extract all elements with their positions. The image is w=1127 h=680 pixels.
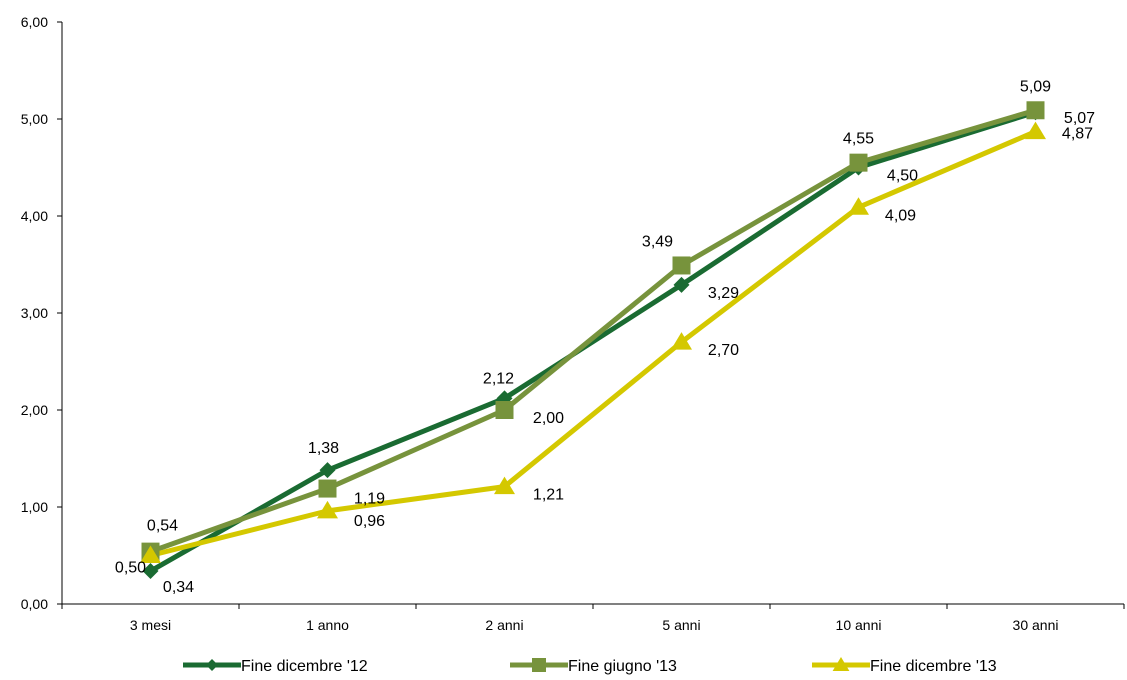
series-markers <box>140 101 1046 580</box>
data-label: 4,50 <box>887 168 918 185</box>
data-point-marker <box>849 153 868 172</box>
data-label: 3,29 <box>708 285 739 302</box>
data-label: 4,55 <box>843 131 874 148</box>
data-point-marker <box>1025 121 1046 140</box>
data-point-marker <box>672 256 691 275</box>
legend-marker <box>532 658 546 672</box>
y-tick-label: 1,00 <box>21 499 48 515</box>
data-label: 0,34 <box>163 579 194 596</box>
legend-label: Fine dicembre '13 <box>870 658 997 675</box>
x-tick-label: 1 anno <box>306 617 349 633</box>
y-tick-labels: 0,00 1,00 2,00 3,00 4,00 5,00 6,00 <box>21 14 48 612</box>
data-label: 1,19 <box>354 491 385 508</box>
y-tick-label: 4,00 <box>21 208 48 224</box>
data-label: 5,07 <box>1064 110 1095 127</box>
series-lines <box>149 107 1037 574</box>
data-point-marker <box>848 197 869 215</box>
data-label: 0,50 <box>115 560 146 577</box>
x-tick-label: 30 anni <box>1013 617 1059 633</box>
data-label: 2,00 <box>533 410 564 427</box>
y-tick-label: 3,00 <box>21 305 48 321</box>
data-label: 0,54 <box>147 518 178 535</box>
data-point-marker <box>495 401 514 419</box>
data-label: 2,70 <box>708 342 739 359</box>
x-tick-labels: 3 mesi 1 anno 2 anni 5 anni 10 anni 30 anni <box>130 617 1059 633</box>
x-tick-label: 10 anni <box>836 617 882 633</box>
series-line <box>149 129 1037 558</box>
axes <box>57 21 1125 609</box>
data-label: 4,09 <box>885 207 916 224</box>
x-tick-label: 5 anni <box>662 617 700 633</box>
data-point-marker <box>140 545 161 563</box>
y-tick-label: 5,00 <box>21 111 48 127</box>
data-label: 4,87 <box>1062 126 1093 143</box>
y-tick-label: 2,00 <box>21 402 48 418</box>
legend-marker <box>832 657 850 671</box>
x-tick-label: 3 mesi <box>130 617 171 633</box>
data-label: 3,49 <box>642 233 673 250</box>
data-labels: 0,34 1,38 2,12 3,29 4,50 5,07 0,54 1,19 2,00 3,49… <box>115 78 1095 596</box>
data-point-marker <box>1026 101 1045 120</box>
data-point-marker <box>142 563 159 580</box>
legend-label: Fine dicembre '12 <box>241 658 368 675</box>
data-point-marker <box>318 479 337 498</box>
data-point-marker <box>673 276 690 293</box>
legend: Fine dicembre '12 Fine giugno '13 Fine dic… <box>183 657 997 675</box>
data-point-marker <box>319 462 336 479</box>
data-label: 1,21 <box>533 487 564 504</box>
y-tick-label: 6,00 <box>21 14 48 30</box>
y-tick-label: 0,00 <box>21 596 48 612</box>
series-line <box>149 109 1037 574</box>
data-label: 1,38 <box>308 440 339 457</box>
data-label: 2,12 <box>483 370 514 387</box>
data-point-marker <box>494 476 515 495</box>
x-tick-label: 2 anni <box>485 617 523 633</box>
data-point-marker <box>317 500 338 519</box>
data-label: 0,96 <box>354 513 385 530</box>
legend-marker <box>206 659 218 671</box>
data-label: 5,09 <box>1020 78 1051 95</box>
series-line <box>149 107 1037 554</box>
data-point-marker <box>671 332 692 350</box>
legend-label: Fine giugno '13 <box>568 658 677 675</box>
